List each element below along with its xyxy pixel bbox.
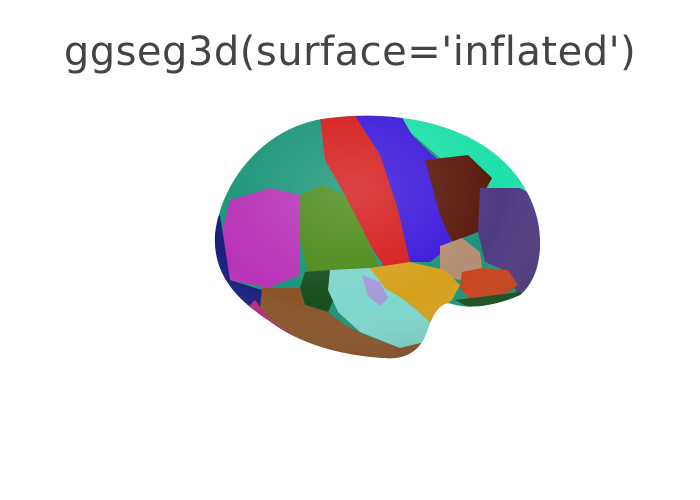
brain-regions <box>214 115 540 359</box>
plot-title: ggseg3d(surface='inflated') <box>63 29 637 75</box>
surface-shading <box>214 115 540 359</box>
